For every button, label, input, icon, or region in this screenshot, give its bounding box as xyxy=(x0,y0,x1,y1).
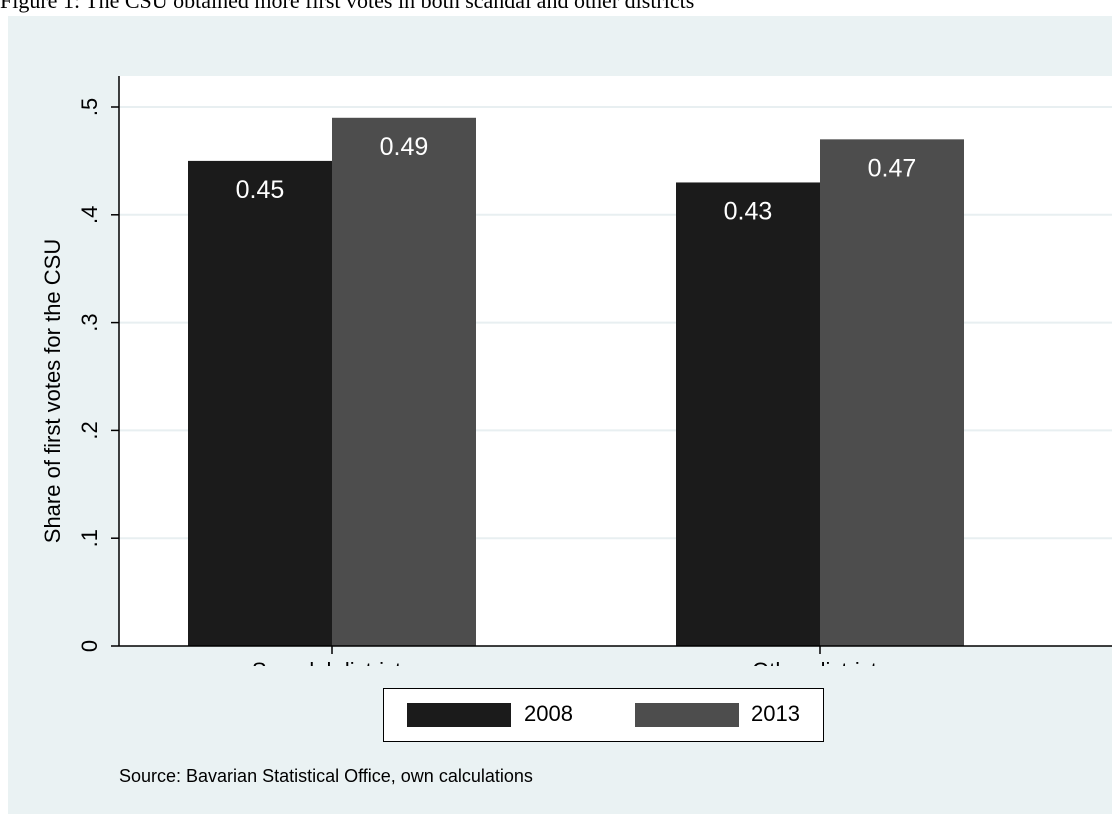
source-note: Source: Bavarian Statistical Office, own… xyxy=(119,766,533,786)
x-tick-label-1: Other districts xyxy=(752,658,888,666)
y-tick-label-3: .3 xyxy=(77,313,102,331)
bar-2013-0 xyxy=(332,117,476,646)
bar-2013-1 xyxy=(820,139,964,646)
y-tick-label-0: 0 xyxy=(77,640,102,652)
y-tick-label-5: .5 xyxy=(77,98,102,116)
figure-panel: 0.45 0.49 Scandal districts 0.43 0.47 Other d… xyxy=(8,16,1112,814)
figure-caption: Figure 1: The CSU obtained more first vo… xyxy=(0,0,695,13)
y-tick-label-1: .1 xyxy=(77,529,102,547)
legend-swatch-2013 xyxy=(635,703,739,727)
y-axis-title: Share of first votes for the CSU xyxy=(40,239,65,543)
data-label-2008-0: 0.45 xyxy=(236,176,285,204)
bar-2008-1 xyxy=(676,182,820,646)
bar-chart: 0.45 0.49 Scandal districts 0.43 0.47 Other d… xyxy=(40,76,1112,666)
data-label-2013-1: 0.47 xyxy=(868,154,917,182)
bar-2008-0 xyxy=(188,160,332,646)
data-label-2013-0: 0.49 xyxy=(380,133,429,161)
legend-swatch-2008 xyxy=(407,703,511,727)
legend-label-2013: 2013 xyxy=(751,701,800,726)
y-tick-label-2: .2 xyxy=(77,421,102,439)
y-tick-label-4: .4 xyxy=(77,206,102,224)
x-tick-label-0: Scandal districts xyxy=(252,658,412,666)
legend: 2008 2013 xyxy=(383,688,824,742)
legend-label-2008: 2008 xyxy=(524,701,573,726)
data-label-2008-1: 0.43 xyxy=(724,197,773,225)
